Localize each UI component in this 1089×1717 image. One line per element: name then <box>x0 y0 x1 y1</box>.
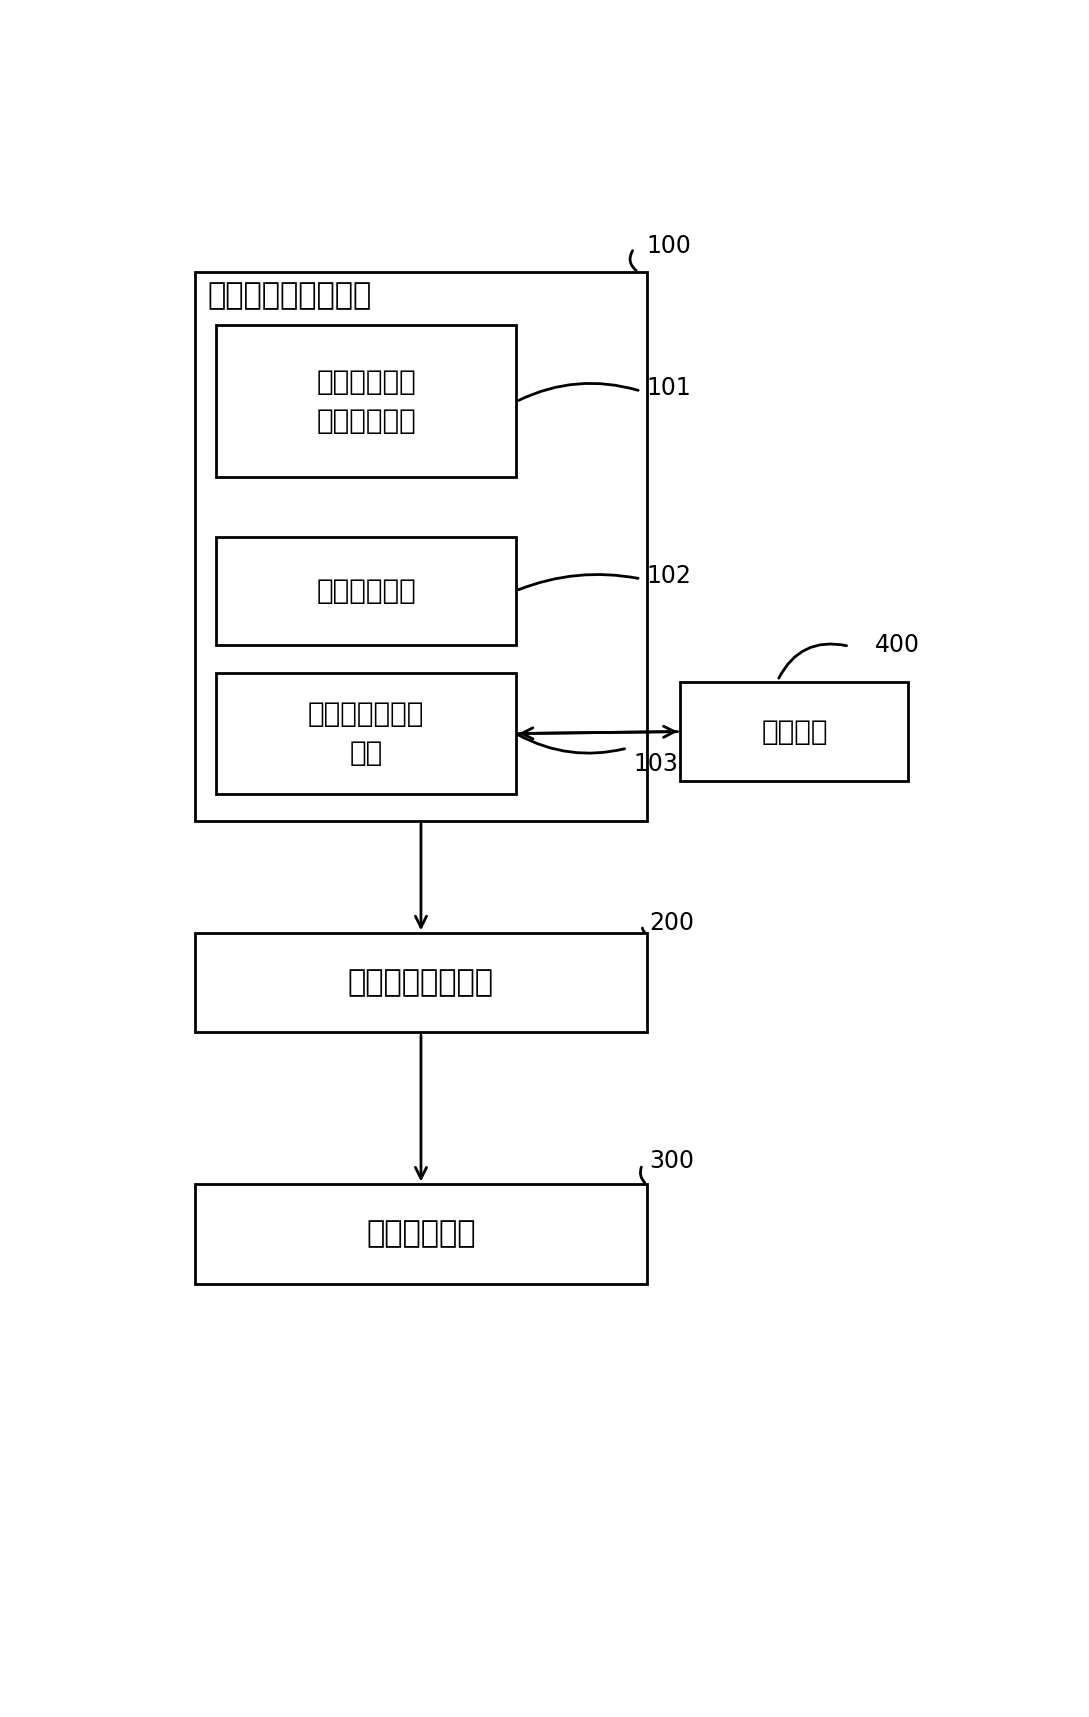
Text: 存储单元: 存储单元 <box>761 718 828 745</box>
Bar <box>217 673 516 795</box>
Text: 环境温度分析单元: 环境温度分析单元 <box>348 968 494 998</box>
Bar <box>217 325 516 477</box>
Bar <box>195 934 647 1032</box>
Text: 环境温度模拟
信号生成单元: 环境温度模拟 信号生成单元 <box>316 367 416 434</box>
Text: 100: 100 <box>647 234 692 258</box>
Text: 300: 300 <box>649 1149 695 1173</box>
Text: 102: 102 <box>647 565 692 589</box>
Bar <box>195 1185 647 1284</box>
Text: 环境温度值获取
单元: 环境温度值获取 单元 <box>308 701 425 767</box>
Bar <box>217 537 516 646</box>
Bar <box>681 682 908 781</box>
Text: 103: 103 <box>633 752 678 776</box>
Text: 环境温度值生成单元: 环境温度值生成单元 <box>208 282 372 311</box>
Text: 101: 101 <box>647 376 692 400</box>
Text: 电流调整单元: 电流调整单元 <box>366 1219 476 1248</box>
Text: 200: 200 <box>649 910 695 934</box>
Text: 模数转换单元: 模数转换单元 <box>316 577 416 604</box>
Bar <box>195 273 647 821</box>
Text: 400: 400 <box>874 634 919 658</box>
